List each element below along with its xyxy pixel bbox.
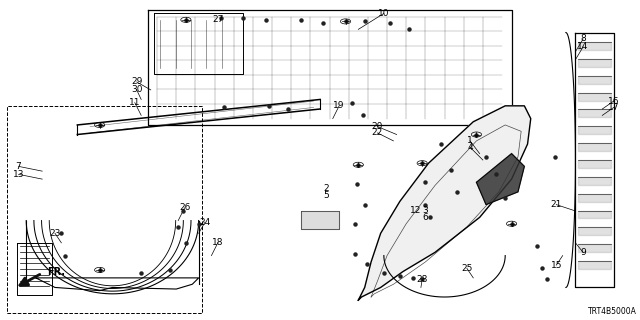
Polygon shape [476,154,524,204]
Text: 27: 27 [212,15,223,24]
Text: 19: 19 [333,101,345,110]
Text: 17: 17 [608,103,620,112]
Text: 29: 29 [131,77,143,86]
Polygon shape [578,244,611,252]
Text: 8: 8 [580,35,586,44]
Text: 2: 2 [324,184,329,193]
Text: FR.: FR. [47,267,65,276]
Polygon shape [578,211,611,219]
Text: 26: 26 [179,203,190,212]
Text: 22: 22 [372,128,383,137]
Text: 6: 6 [422,213,428,222]
Text: 15: 15 [550,261,562,270]
Text: 14: 14 [577,42,589,52]
Polygon shape [578,261,611,269]
Text: 21: 21 [550,200,562,209]
Polygon shape [578,42,611,50]
Text: TRT4B5000A: TRT4B5000A [588,307,637,316]
Polygon shape [578,76,611,84]
Text: 11: 11 [129,98,141,107]
Text: 18: 18 [212,238,223,247]
Text: 5: 5 [323,190,329,200]
Text: 4: 4 [467,143,473,152]
Polygon shape [578,59,611,67]
Text: 10: 10 [378,9,390,18]
Text: 9: 9 [580,248,586,257]
Text: 20: 20 [372,122,383,131]
Text: 16: 16 [608,97,620,106]
Polygon shape [578,109,611,117]
Text: 28: 28 [417,275,428,284]
Polygon shape [578,194,611,202]
Polygon shape [301,211,339,228]
Polygon shape [578,126,611,134]
Text: 24: 24 [200,218,211,227]
Text: 7: 7 [16,162,22,171]
Polygon shape [578,177,611,185]
Text: 1: 1 [467,136,473,145]
Polygon shape [358,106,531,300]
Text: 13: 13 [13,170,24,179]
Text: 3: 3 [422,206,428,215]
Polygon shape [578,228,611,235]
Polygon shape [578,160,611,168]
Polygon shape [578,92,611,100]
Text: 30: 30 [131,85,143,94]
Text: 12: 12 [410,206,422,215]
Polygon shape [578,143,611,151]
Text: 23: 23 [49,229,61,238]
Text: 25: 25 [461,264,472,273]
